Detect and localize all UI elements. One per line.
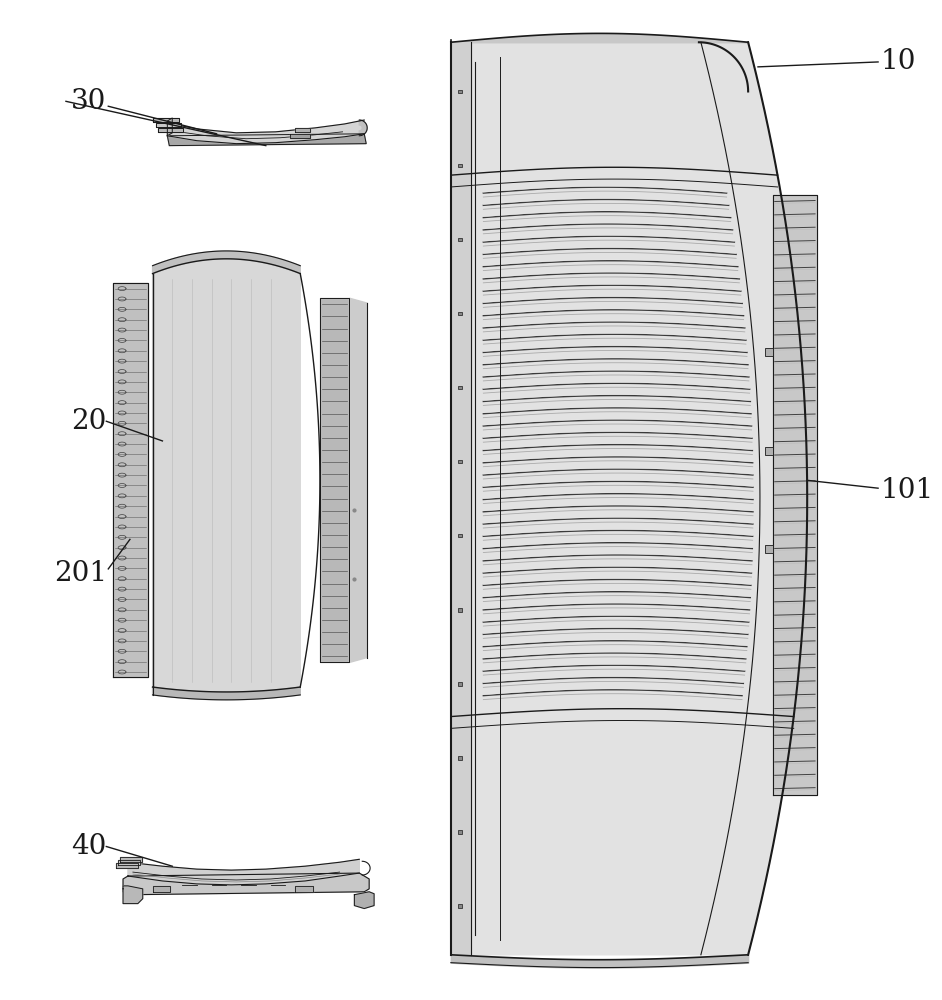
- Polygon shape: [295, 128, 310, 132]
- Text: 10: 10: [881, 48, 917, 75]
- Bar: [458, 608, 462, 612]
- Polygon shape: [349, 298, 367, 662]
- Polygon shape: [359, 120, 367, 136]
- Polygon shape: [158, 128, 183, 132]
- Polygon shape: [290, 134, 310, 138]
- Bar: [458, 682, 462, 686]
- Polygon shape: [772, 195, 817, 795]
- Text: 201: 201: [54, 560, 107, 587]
- Polygon shape: [451, 42, 471, 955]
- Polygon shape: [451, 42, 807, 955]
- Bar: [458, 534, 462, 537]
- Polygon shape: [168, 134, 366, 146]
- Polygon shape: [320, 298, 349, 662]
- Polygon shape: [153, 118, 179, 122]
- Polygon shape: [168, 120, 365, 144]
- Bar: [458, 238, 462, 241]
- Polygon shape: [168, 118, 172, 136]
- Polygon shape: [153, 259, 300, 692]
- Bar: [765, 545, 772, 553]
- Bar: [458, 460, 462, 463]
- Polygon shape: [113, 283, 148, 677]
- Bar: [458, 830, 462, 834]
- Bar: [458, 164, 462, 167]
- Polygon shape: [155, 123, 181, 127]
- Bar: [458, 312, 462, 315]
- Polygon shape: [123, 886, 143, 904]
- Polygon shape: [118, 860, 139, 865]
- Bar: [458, 90, 462, 93]
- Text: 101: 101: [881, 477, 934, 504]
- Polygon shape: [153, 251, 300, 274]
- Bar: [458, 386, 462, 389]
- Bar: [458, 756, 462, 760]
- Text: 30: 30: [71, 88, 106, 115]
- Polygon shape: [295, 886, 313, 892]
- Text: 40: 40: [71, 833, 106, 860]
- Bar: [765, 447, 772, 455]
- Polygon shape: [153, 886, 171, 892]
- Polygon shape: [354, 892, 374, 909]
- Bar: [458, 904, 462, 908]
- Polygon shape: [123, 873, 369, 895]
- Polygon shape: [153, 687, 300, 700]
- Polygon shape: [116, 863, 138, 868]
- Text: 20: 20: [71, 408, 106, 435]
- Polygon shape: [128, 859, 359, 885]
- Bar: [765, 348, 772, 356]
- Polygon shape: [120, 857, 141, 862]
